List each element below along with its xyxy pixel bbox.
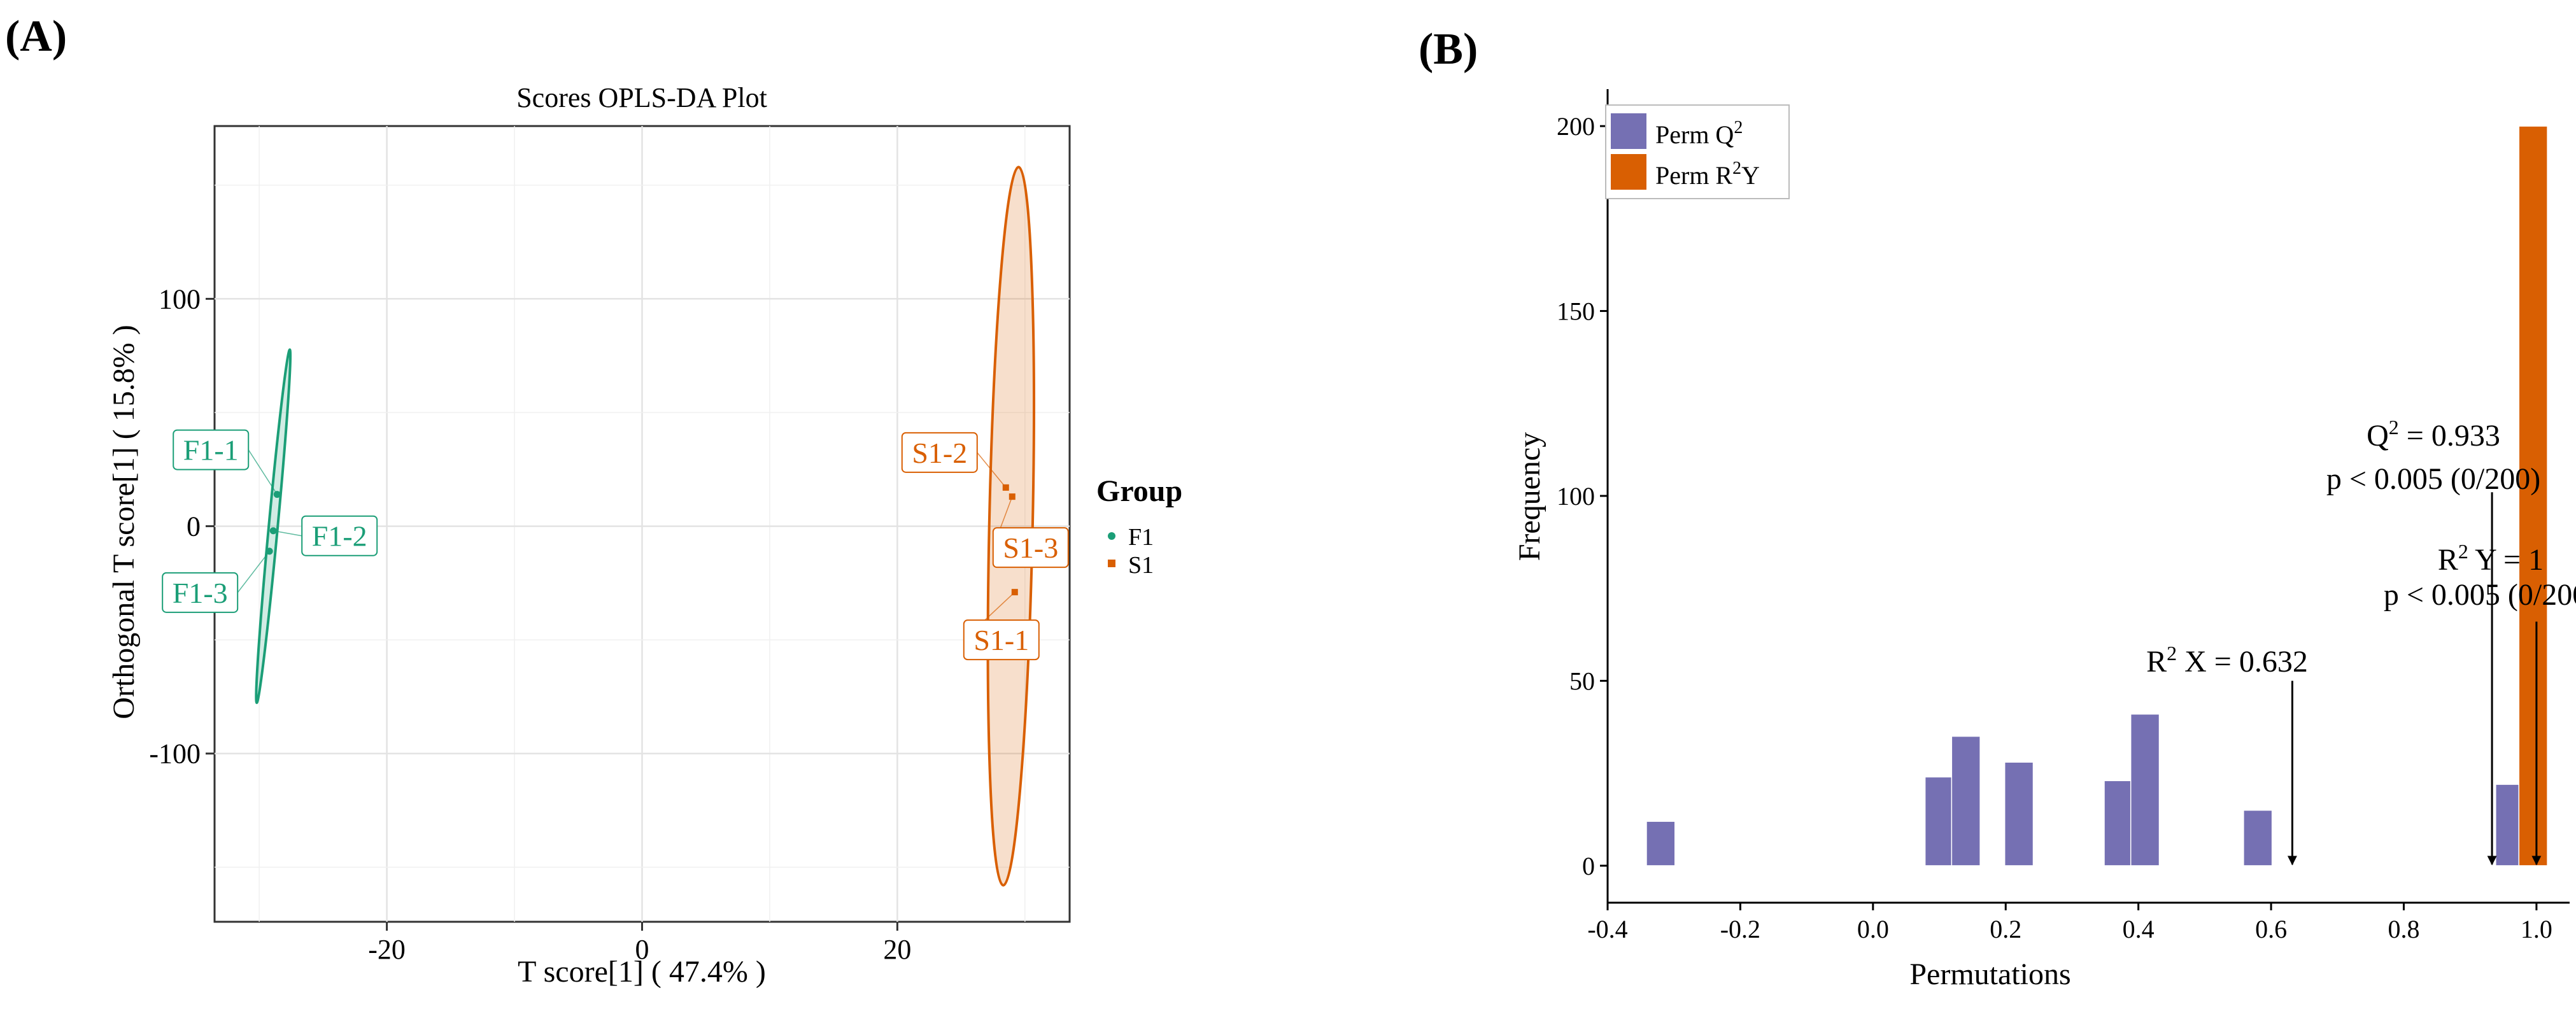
y-tick-label: -100 — [149, 738, 201, 770]
legend-f1-marker — [1108, 532, 1115, 540]
x-tick-label: 0.8 — [2388, 915, 2419, 943]
label-box-s1-1 — [963, 619, 1040, 661]
bar-perm-q2 — [2130, 713, 2160, 866]
x-tick-label: 0.2 — [1990, 915, 2021, 943]
legend-s1-marker — [1108, 560, 1115, 567]
plot-a-confidence-ellipses — [255, 166, 1035, 887]
bar-perm-q2 — [2243, 810, 2273, 866]
y-tick-label: 150 — [1557, 297, 1595, 326]
ellipse-s1 — [986, 166, 1035, 887]
plot-b-y-ticks: 0 50 100 150 200 — [1557, 112, 1608, 880]
plot-a-legend: Group F1 S1 — [1096, 474, 1182, 579]
y-tick-label: 100 — [1557, 482, 1595, 511]
permutation-test-histogram: -0.4 -0.2 0.0 0.2 0.4 0.6 0.8 1.0 050100150200 … — [1513, 89, 2576, 991]
x-tick-label: 0.4 — [2123, 915, 2155, 943]
legend-perm-r2y-swatch — [1611, 154, 1646, 190]
ellipse-f1 — [255, 348, 292, 704]
plot-a-point-labels: F1-1 F1-2 F1-3 S1-2 S1-3 S1-1 — [162, 429, 1069, 661]
y-tick-label: 200 — [1557, 112, 1595, 141]
plot-b-x-label: Permutations — [1909, 957, 2070, 991]
bar-perm-r2y — [2518, 125, 2548, 866]
label-f1-1: F1-1 — [183, 434, 239, 467]
bar-perm-q2 — [2104, 780, 2134, 866]
plot-a-y-label: Orthogonal T score[1] ( 15.8% ) — [107, 325, 141, 719]
label-box-f1-2 — [301, 515, 378, 556]
plot-a-grid — [215, 126, 1070, 922]
annotation-stat-q2: Q2 = 0.933 — [2367, 416, 2500, 453]
label-s1-1: S1-1 — [973, 624, 1029, 656]
y-tick-label: 100 — [159, 283, 201, 314]
label-connector — [248, 449, 278, 495]
label-f1-3: F1-3 — [173, 577, 228, 609]
x-tick-label: -20 — [368, 934, 406, 965]
y-tick-label: 50 — [1569, 667, 1595, 695]
panel-a-label: (A) — [5, 12, 67, 61]
bar-perm-q2 — [2004, 761, 2034, 866]
plot-b-x-ticks: -0.4 -0.2 0.0 0.2 0.4 0.6 0.8 1.0 — [1587, 903, 2552, 943]
y-tick-label: 0 — [1582, 852, 1595, 880]
x-tick-label: 0 — [635, 934, 649, 965]
x-tick-label: -0.4 — [1587, 915, 1627, 943]
label-s1-2: S1-2 — [912, 437, 967, 469]
plot-a-y-ticks: -100 0 100 — [149, 283, 215, 770]
label-box-f1-3 — [162, 572, 239, 613]
legend-title: Group — [1096, 474, 1182, 508]
legend-perm-r2y-label: Perm R2Y — [1655, 159, 1760, 190]
label-connector — [273, 530, 302, 537]
x-tick-label: 1.0 — [2521, 915, 2552, 943]
panel-b-label: (B) — [1419, 25, 1478, 74]
x-tick-label: 20 — [883, 934, 911, 965]
annotation-pvalue-r2y: p < 0.005 (0/200) — [2384, 578, 2576, 612]
bar-perm-q2 — [1924, 776, 1955, 866]
legend-s1-label: S1 — [1128, 552, 1154, 579]
plot-a-x-ticks: -20 0 20 — [368, 922, 911, 965]
x-tick-label: -0.2 — [1720, 915, 1760, 943]
legend-perm-q2-label: Perm Q2 — [1655, 118, 1743, 149]
bar-perm-q2 — [1646, 821, 1676, 866]
label-s1-3: S1-3 — [1003, 532, 1058, 564]
annotation-pvalue-q2: p < 0.005 (0/200) — [2326, 462, 2540, 496]
bar-perm-q2 — [1951, 735, 1981, 866]
label-connector — [237, 551, 270, 593]
plot-a-x-label: T score[1] ( 47.4% ) — [518, 955, 766, 989]
label-connector — [977, 452, 1007, 488]
y-tick-label: 0 — [187, 511, 201, 542]
opls-da-scores-plot: Scores OPLS-DA Plot F1-1 F1-2 F1-3 S1-2 S1-3… — [107, 82, 1182, 989]
label-box-f1-1 — [173, 429, 250, 470]
label-box-s1-3 — [992, 527, 1069, 568]
label-box-s1-2 — [901, 432, 978, 473]
plot-b-y-label: Frequency — [1513, 432, 1546, 561]
plot-a-title: Scores OPLS-DA Plot — [516, 82, 767, 113]
x-tick-label: 0.0 — [1857, 915, 1889, 943]
x-tick-label: 0.6 — [2255, 915, 2287, 943]
annotation-stat-r2x: R2 X = 0.632 — [2146, 642, 2308, 679]
plot-b-legend: Perm Q2 Perm R2Y — [1605, 104, 1790, 199]
legend-f1-label: F1 — [1128, 524, 1154, 551]
plot-b-bars — [1646, 125, 2548, 866]
label-f1-2: F1-2 — [312, 520, 367, 553]
annotation-stat-r2y: R2 Y = 1 — [2438, 540, 2544, 577]
legend-perm-q2-swatch — [1611, 113, 1646, 149]
